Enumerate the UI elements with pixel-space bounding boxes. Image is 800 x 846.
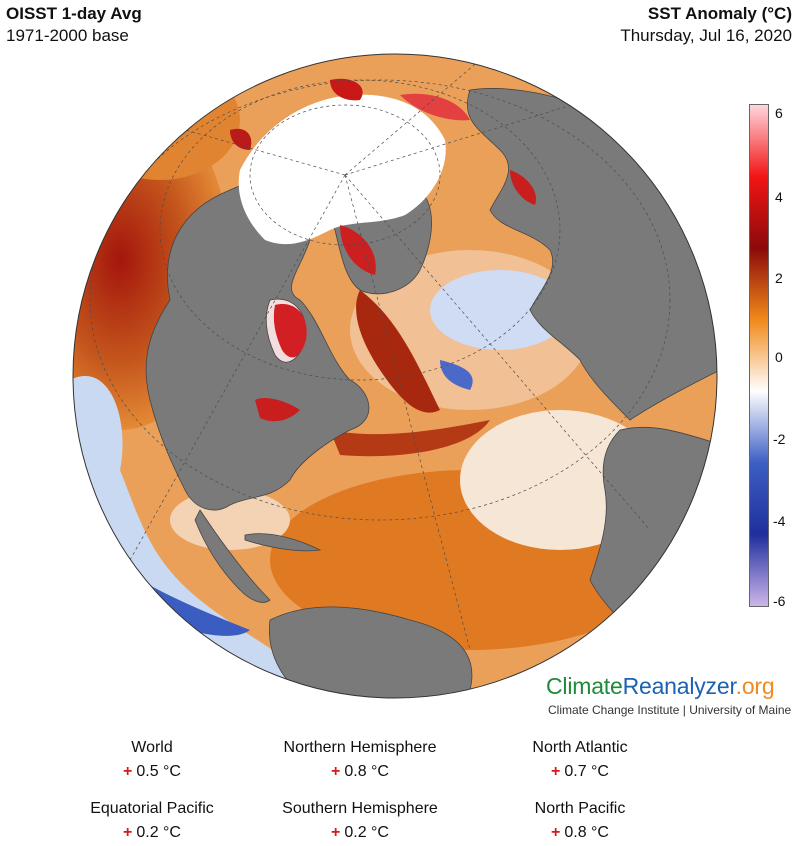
arctic-sea-ice [238, 94, 446, 245]
africa-land [589, 426, 717, 656]
stat-value: 0.8 °C [344, 763, 389, 780]
brand-subtitle: Climate Change Institute | University of… [548, 703, 792, 717]
colorbar [749, 104, 769, 607]
stat-north-atlantic: North Atlantic +0.7 °C [460, 736, 700, 784]
atlantic-cool-region [430, 270, 570, 350]
stat-region-label: North Pacific [534, 800, 626, 817]
stat-region-label: World [131, 739, 173, 756]
colorbar-tick: 6 [775, 105, 783, 121]
brand-part-reanalyzer: Reanalyzer [622, 673, 736, 699]
stat-region-label: Northern Hemisphere [283, 739, 437, 756]
stat-equatorial-pacific: Equatorial Pacific +0.2 °C [32, 797, 272, 845]
brand-logo[interactable]: ClimateReanalyzer.org [546, 673, 791, 699]
globe-outline [72, 53, 718, 699]
globe-svg [72, 53, 718, 699]
stat-value: 0.8 °C [564, 824, 609, 841]
colorbar-tick: 4 [775, 189, 783, 205]
stat-region-label: Equatorial Pacific [90, 800, 214, 817]
stat-value: 0.5 °C [136, 763, 181, 780]
stat-value: 0.2 °C [344, 824, 389, 841]
stat-region-label: North Atlantic [532, 739, 628, 756]
colorbar-tick: 0 [775, 349, 783, 365]
stat-northern-hemisphere: Northern Hemisphere +0.8 °C [240, 736, 480, 784]
colorbar-tick: -4 [773, 513, 786, 529]
stat-value: 0.7 °C [564, 763, 609, 780]
brand-block: ClimateReanalyzer.org Climate Change Ins… [546, 673, 791, 717]
stat-value: 0.2 °C [136, 824, 181, 841]
brand-part-org: .org [735, 673, 775, 699]
stat-southern-hemisphere: Southern Hemisphere +0.2 °C [240, 797, 480, 845]
stat-sign: + [331, 824, 341, 841]
colorbar-tick: -6 [773, 593, 786, 609]
stat-sign: + [551, 763, 561, 780]
header-left: OISST 1-day Avg 1971-2000 base [6, 3, 142, 47]
map-date: Thursday, Jul 16, 2020 [620, 26, 792, 45]
brand-part-climate: Climate [546, 673, 623, 699]
colorbar-tick: -2 [773, 431, 786, 447]
stat-north-pacific: North Pacific +0.8 °C [460, 797, 700, 845]
regional-stats: World +0.5 °C Northern Hemisphere +0.8 °… [0, 733, 800, 846]
stat-sign: + [331, 763, 341, 780]
colorbar-tick: 2 [775, 270, 783, 286]
stat-sign: + [123, 763, 133, 780]
stat-world: World +0.5 °C [32, 736, 272, 784]
stat-sign: + [551, 824, 561, 841]
globe-map [72, 53, 718, 699]
header-right: SST Anomaly (°C) Thursday, Jul 16, 2020 [620, 3, 792, 47]
base-period: 1971-2000 base [6, 26, 129, 45]
map-title: OISST 1-day Avg [6, 4, 142, 23]
variable-title: SST Anomaly (°C) [647, 4, 792, 23]
stat-region-label: Southern Hemisphere [282, 800, 438, 817]
stat-sign: + [123, 824, 133, 841]
